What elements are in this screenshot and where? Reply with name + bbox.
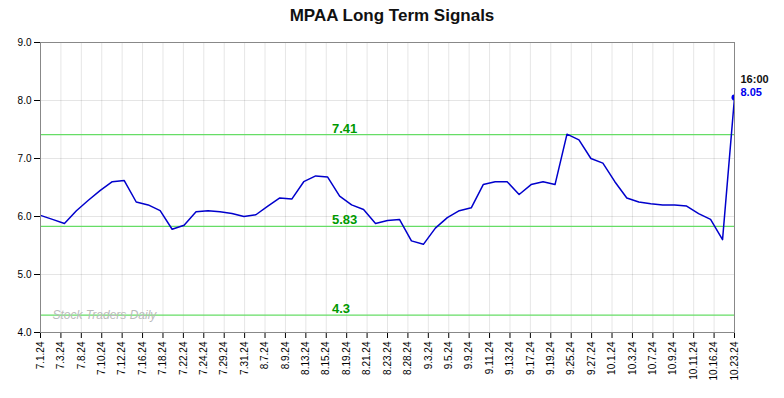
svg-text:9.27.24: 9.27.24 xyxy=(586,341,597,375)
svg-text:9.0: 9.0 xyxy=(18,37,32,48)
svg-text:10.23.24: 10.23.24 xyxy=(729,341,740,380)
svg-text:4.0: 4.0 xyxy=(18,327,32,338)
svg-text:8.28.24: 8.28.24 xyxy=(402,341,413,375)
svg-text:8.19.24: 8.19.24 xyxy=(341,341,352,375)
svg-text:9.5.24: 9.5.24 xyxy=(443,341,454,369)
svg-text:8.7.24: 8.7.24 xyxy=(259,341,270,369)
svg-text:7.10.24: 7.10.24 xyxy=(96,341,107,375)
svg-text:9.17.24: 9.17.24 xyxy=(525,341,536,375)
svg-text:10.16.24: 10.16.24 xyxy=(708,341,719,380)
svg-text:8.15.24: 8.15.24 xyxy=(320,341,331,375)
svg-text:16:00: 16:00 xyxy=(741,73,769,85)
svg-text:5.0: 5.0 xyxy=(18,269,32,280)
svg-text:10.9.24: 10.9.24 xyxy=(667,341,678,375)
svg-text:8.0: 8.0 xyxy=(18,95,32,106)
svg-text:10.1.24: 10.1.24 xyxy=(606,341,617,375)
svg-text:9.19.24: 9.19.24 xyxy=(545,341,556,375)
svg-text:7.12.24: 7.12.24 xyxy=(116,341,127,375)
svg-text:7.41: 7.41 xyxy=(332,121,357,136)
svg-text:7.31.24: 7.31.24 xyxy=(239,341,250,375)
svg-text:9.9.24: 9.9.24 xyxy=(463,341,474,369)
svg-text:7.3.24: 7.3.24 xyxy=(55,341,66,369)
svg-text:7.1.24: 7.1.24 xyxy=(35,341,46,369)
svg-text:8.23.24: 8.23.24 xyxy=(382,341,393,375)
svg-text:8.05: 8.05 xyxy=(741,86,762,98)
svg-text:8.13.24: 8.13.24 xyxy=(300,341,311,375)
svg-text:10.11.24: 10.11.24 xyxy=(688,341,699,380)
svg-text:5.83: 5.83 xyxy=(332,212,357,227)
svg-text:7.8.24: 7.8.24 xyxy=(76,341,87,369)
svg-text:9.25.24: 9.25.24 xyxy=(565,341,576,375)
svg-text:8.21.24: 8.21.24 xyxy=(361,341,372,375)
svg-text:7.18.24: 7.18.24 xyxy=(157,341,168,375)
svg-text:8.9.24: 8.9.24 xyxy=(280,341,291,369)
svg-text:7.29.24: 7.29.24 xyxy=(218,341,229,375)
svg-text:7.22.24: 7.22.24 xyxy=(178,341,189,375)
svg-text:10.7.24: 10.7.24 xyxy=(647,341,658,375)
svg-text:7.0: 7.0 xyxy=(18,153,32,164)
svg-text:Stock Traders Daily: Stock Traders Daily xyxy=(53,308,158,322)
svg-text:7.16.24: 7.16.24 xyxy=(137,341,148,375)
svg-text:10.3.24: 10.3.24 xyxy=(627,341,638,375)
svg-text:4.3: 4.3 xyxy=(332,301,350,316)
svg-text:9.11.24: 9.11.24 xyxy=(484,341,495,374)
svg-text:7.24.24: 7.24.24 xyxy=(198,341,209,375)
svg-text:6.0: 6.0 xyxy=(18,211,32,222)
svg-text:9.3.24: 9.3.24 xyxy=(423,341,434,369)
html-text:MPAA Long Term Signals: MPAA Long Term Signals xyxy=(289,6,495,25)
svg-text:9.13.24: 9.13.24 xyxy=(504,341,515,375)
